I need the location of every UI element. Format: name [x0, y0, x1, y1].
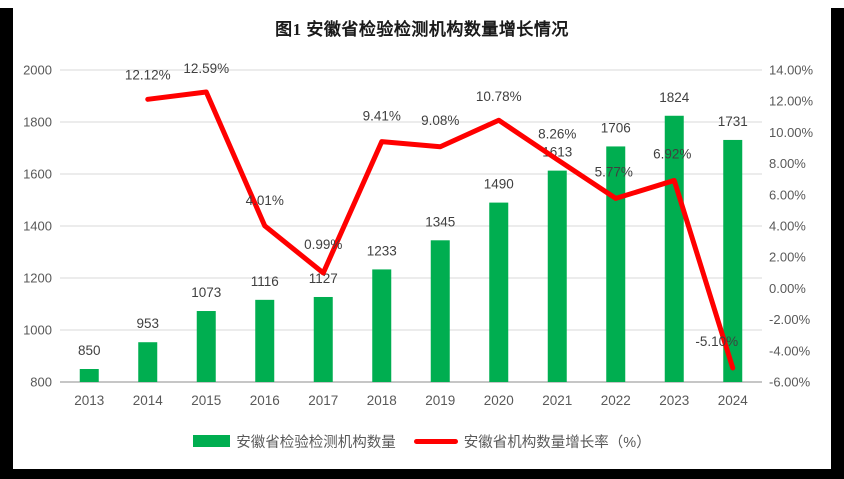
frame-border-left [0, 8, 13, 479]
left-axis-tick-label: 2000 [23, 63, 52, 78]
legend-item-bar-series: 安徽省检验检测机构数量 [193, 431, 396, 452]
frame-border-bottom [0, 469, 844, 479]
right-axis-tick-label: 2.00% [769, 250, 806, 265]
left-axis-tick-label: 1400 [23, 219, 52, 234]
x-axis-tick-label: 2023 [659, 393, 689, 408]
right-axis-tick-label: 4.00% [769, 219, 806, 234]
bar-2017 [313, 296, 333, 382]
x-axis-tick-label: 2019 [425, 393, 455, 408]
bar-value-label: 1073 [191, 285, 221, 300]
right-axis-tick-label: 10.00% [769, 125, 814, 140]
right-axis-tick-label: 14.00% [769, 63, 814, 78]
x-axis-tick-label: 2014 [133, 393, 164, 408]
bar-2020 [489, 202, 509, 382]
bar-2014 [138, 342, 158, 382]
chart-title: 图1 安徽省检验检测机构数量增长情况 [275, 20, 569, 39]
line-point-label: 12.12% [125, 67, 171, 82]
right-axis-tick-label: 6.00% [769, 187, 806, 202]
right-axis-tick-label: 8.00% [769, 156, 806, 171]
line-point-label: 12.59% [183, 61, 229, 76]
line-point-label: 5.77% [595, 164, 633, 179]
line-point-label: 9.08% [421, 113, 459, 128]
bar-value-label: 1116 [251, 274, 279, 289]
bar-value-label: 1490 [484, 177, 514, 192]
legend-label-line-series: 安徽省机构数量增长率（%） [463, 434, 651, 451]
x-axis-tick-label: 2022 [601, 393, 631, 408]
line-series-swatch-icon [413, 438, 458, 444]
left-axis-tick-label: 800 [30, 375, 52, 390]
bar-value-label: 1824 [659, 90, 690, 105]
x-axis-tick-label: 2017 [308, 393, 338, 408]
x-axis-tick-label: 2016 [250, 393, 280, 408]
bar-value-label: 850 [78, 343, 101, 358]
bar-value-label: 1706 [601, 120, 631, 135]
right-axis-tick-label: -2.00% [769, 312, 811, 327]
legend-label-bar-series: 安徽省检验检测机构数量 [236, 434, 396, 451]
left-axis-tick-label: 1200 [23, 271, 52, 286]
bar-2016 [255, 299, 275, 382]
left-axis-tick-label: 1000 [23, 323, 52, 338]
bar-2022 [606, 146, 626, 382]
bar-value-label: 1731 [718, 114, 748, 129]
bar-value-label: 953 [136, 316, 159, 331]
line-point-label: 9.41% [363, 109, 401, 124]
line-point-label: 0.99% [304, 237, 342, 252]
bar-2019 [430, 240, 450, 382]
right-axis-tick-label: 0.00% [769, 281, 806, 296]
x-axis-tick-label: 2021 [542, 393, 572, 408]
right-axis-tick-label: 12.00% [769, 94, 814, 109]
bar-2018 [372, 269, 392, 382]
right-axis-tick-label: -4.00% [769, 343, 811, 358]
bar-2013 [79, 369, 99, 382]
bar-series-swatch-icon [193, 435, 231, 447]
bar-2021 [547, 170, 567, 382]
left-axis-tick-label: 1600 [23, 167, 52, 182]
line-point-label: 10.78% [476, 89, 522, 104]
bar-value-label: 1233 [367, 243, 397, 258]
left-axis-tick-label: 1800 [23, 115, 52, 130]
legend-item-line-series: 安徽省机构数量增长率（%） [413, 431, 651, 452]
line-point-label: 4.01% [246, 193, 284, 208]
chart-legend: 安徽省检验检测机构数量 安徽省机构数量增长率（%） [13, 430, 831, 452]
x-axis-tick-label: 2018 [367, 393, 397, 408]
bar-2024 [723, 139, 743, 382]
right-axis-tick-label: -6.00% [769, 375, 811, 390]
growth-rate-line [145, 89, 736, 371]
x-axis-tick-label: 2015 [191, 393, 221, 408]
frame-border-right [831, 8, 844, 479]
line-point-label: 8.26% [538, 127, 576, 142]
bar-value-label: 1345 [425, 214, 455, 229]
x-axis-tick-label: 2024 [718, 393, 749, 408]
bar-value-label: 1127 [309, 271, 338, 286]
x-axis-tick-label: 2020 [484, 393, 514, 408]
x-axis-tick-label: 2013 [74, 393, 104, 408]
bar-2015 [196, 311, 216, 382]
line-point-label: 6.92% [653, 146, 691, 161]
line-point-label: -5.10% [695, 334, 738, 349]
